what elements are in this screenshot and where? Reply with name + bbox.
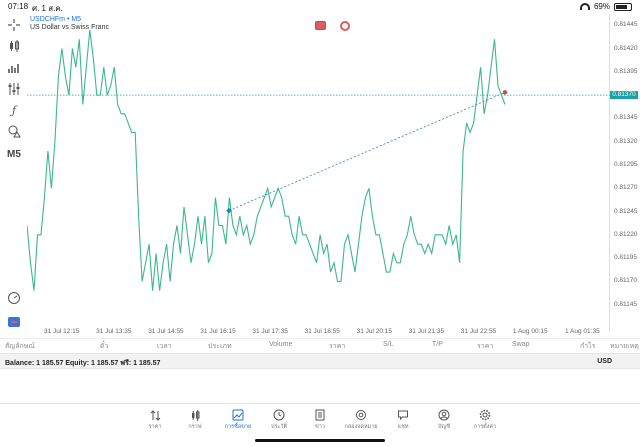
chart-area[interactable]: USDCHFm • M5 US Dollar vs Swiss Franc: [27, 14, 610, 332]
nav-item[interactable]: ข่าว: [300, 409, 340, 431]
trade-entry-marker[interactable]: [226, 207, 232, 214]
y-tick-label: 0.81170: [614, 277, 638, 285]
price-series-line: [27, 29, 506, 291]
column-header[interactable]: ราคา: [329, 343, 346, 350]
price-chart[interactable]: [27, 14, 610, 332]
chart-toolbar: ƒ M5: [0, 14, 27, 334]
nav-item-label: ราคา: [148, 424, 162, 430]
nav-item-label: บัญชี: [438, 424, 450, 430]
column-header[interactable]: Swap: [512, 341, 530, 348]
nav-item[interactable]: บัญชี: [424, 409, 464, 431]
nav-item-label: กล่องจดหมาย: [344, 424, 378, 430]
nav-item[interactable]: ประวัติ: [259, 409, 299, 431]
mail-at-icon: [356, 410, 366, 420]
x-tick-label: 31 Jul 21:35: [408, 328, 445, 335]
crosshair-icon[interactable]: [6, 17, 22, 33]
symbol-title: USDCHFm • M5: [30, 16, 82, 23]
x-tick-label: 1 Aug 01:35: [565, 328, 600, 335]
nav-item-label: ประวัติ: [270, 424, 288, 430]
trade-chart-icon: [232, 409, 244, 421]
x-tick-label: 31 Jul 17:35: [252, 328, 288, 335]
column-header[interactable]: ตั๋ว: [100, 343, 109, 350]
account-currency: USD: [597, 358, 612, 365]
nav-item-label: ข่าว: [315, 424, 325, 430]
column-header[interactable]: เวลา: [157, 343, 172, 350]
battery-percent: 69%: [593, 2, 610, 11]
timeframe-button[interactable]: M5: [7, 148, 21, 160]
nav-item-label: การตั้งค่า: [473, 424, 497, 430]
nav-item[interactable]: กราฟ: [175, 409, 215, 431]
status-date: ศ. 1 ส.ค.: [32, 4, 63, 13]
status-right: 69%: [579, 2, 632, 11]
x-tick-label: 31 Jul 20:15: [356, 328, 393, 335]
current-price-tag: 0.81370: [610, 91, 638, 100]
symbol-description: US Dollar vs Swiss Franc: [30, 24, 109, 31]
y-tick-label: 0.81145: [614, 300, 638, 308]
status-time: 07:18: [8, 2, 29, 11]
candles-icon[interactable]: [6, 38, 22, 54]
chat-icon: [398, 410, 408, 421]
nav-item[interactable]: การซื้อขาย: [218, 409, 258, 431]
nav-item-label: แชท: [397, 424, 409, 430]
y-tick-label: 0.81195: [614, 254, 638, 262]
column-header[interactable]: สัญลักษณ์: [5, 343, 35, 350]
x-axis: 31 Jul 12:15 31 Jul 13:35 31 Jul 14:55 31 J…: [27, 326, 610, 336]
y-tick-label: 0.81320: [614, 137, 638, 145]
y-tick-label: 0.81345: [614, 114, 638, 122]
function-icon[interactable]: ƒ: [11, 103, 17, 117]
history-icon: [273, 409, 285, 421]
battery-icon: [614, 2, 632, 11]
settings-sliders-icon[interactable]: [6, 81, 22, 97]
x-tick-label: 31 Jul 18:55: [304, 328, 340, 335]
candles-icon: [192, 410, 200, 421]
column-header[interactable]: หมายเหตุ: [610, 343, 639, 350]
account-icon: [438, 409, 450, 421]
x-tick-label: 31 Jul 16:15: [200, 328, 236, 335]
nav-item-label: กราฟ: [188, 424, 202, 430]
y-tick-label: 0.81295: [614, 161, 638, 168]
column-header[interactable]: ราคา: [477, 343, 494, 350]
shapes-icon[interactable]: [6, 123, 22, 139]
y-tick-label: 0.81420: [614, 44, 638, 52]
column-header[interactable]: T/P: [432, 341, 443, 348]
y-axis: 0.81445 0.81420 0.81395 0.81370 0.81345 0.813…: [610, 14, 640, 332]
nav-item-label: การซื้อขาย: [224, 424, 252, 430]
column-header[interactable]: S/L: [383, 341, 394, 348]
balance-summary: Balance: 1 185.57 Equity: 1 185.57 ฟรี: …: [5, 360, 161, 367]
x-tick-label: 31 Jul 22:55: [460, 328, 497, 335]
trade-exit-marker[interactable]: [502, 90, 508, 95]
nav-item[interactable]: กล่องจดหมาย: [341, 409, 381, 431]
column-header[interactable]: ประเภท: [208, 343, 232, 350]
nav-item[interactable]: การตั้งค่า: [465, 409, 505, 431]
x-tick-label: 31 Jul 12:15: [44, 328, 80, 335]
speedometer-icon[interactable]: [6, 290, 22, 306]
nav-item[interactable]: ราคา: [135, 409, 175, 431]
account-balance-bar: Balance: 1 185.57 Equity: 1 185.57 ฟรี: …: [0, 353, 640, 369]
x-tick-label: 31 Jul 13:35: [96, 328, 132, 335]
depth-of-market-icon[interactable]: [340, 21, 350, 31]
y-tick-label: 0.81270: [614, 184, 638, 192]
y-tick-label: 0.81220: [614, 230, 638, 238]
wifi-icon: [579, 3, 590, 10]
arrows-updown-icon: [150, 410, 161, 421]
one-click-trade-icon[interactable]: [315, 21, 326, 30]
y-tick-label: 0.81445: [614, 21, 638, 29]
x-tick-label: 31 Jul 14:55: [148, 328, 184, 335]
y-tick-label: 0.81395: [614, 67, 638, 75]
nav-item[interactable]: แชท: [383, 409, 423, 431]
status-bar: 07:18 ศ. 1 ส.ค. 69%: [0, 0, 640, 14]
y-tick-label: 0.81245: [614, 207, 638, 215]
indicators-icon[interactable]: [6, 60, 22, 76]
home-indicator: [255, 439, 385, 442]
trade-panel-icon[interactable]: [6, 314, 22, 330]
news-icon: [315, 409, 325, 421]
x-tick-label: 1 Aug 00:15: [512, 328, 548, 335]
trade-table-header: สัญลักษณ์ ตั๋ว เวลา ประเภท Volume ราคา S/L T/P ร…: [0, 338, 640, 350]
gear-icon: [479, 409, 491, 421]
column-header[interactable]: กำไร: [580, 343, 596, 350]
one-click-controls: [315, 21, 350, 31]
column-header[interactable]: Volume: [269, 341, 293, 348]
